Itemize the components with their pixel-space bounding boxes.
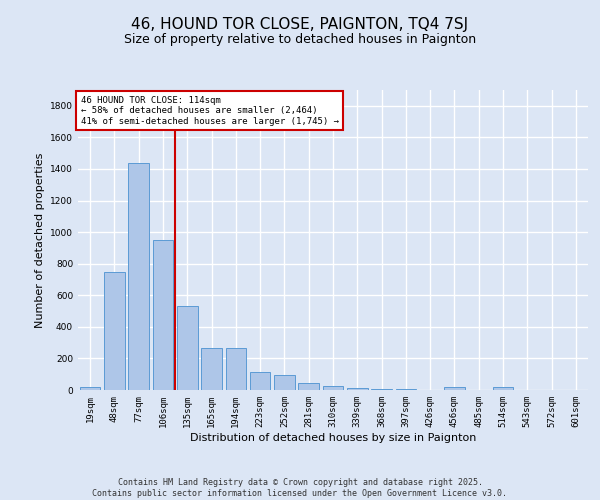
Bar [395,389,416,390]
Text: 46, HOUND TOR CLOSE, PAIGNTON, TQ4 7SJ: 46, HOUND TOR CLOSE, PAIGNTON, TQ4 7SJ [131,18,469,32]
Bar [250,372,271,390]
Bar [201,348,222,390]
Bar [371,389,392,390]
Bar [104,272,125,390]
Bar [226,348,246,390]
Text: Size of property relative to detached houses in Paignton: Size of property relative to detached ho… [124,32,476,46]
Y-axis label: Number of detached properties: Number of detached properties [35,152,44,328]
Bar [80,387,100,390]
Bar [128,162,149,390]
Bar [274,374,295,390]
Bar [493,387,514,390]
Bar [152,240,173,390]
Bar [177,306,197,390]
Text: 46 HOUND TOR CLOSE: 114sqm
← 58% of detached houses are smaller (2,464)
41% of s: 46 HOUND TOR CLOSE: 114sqm ← 58% of deta… [80,96,338,126]
Bar [323,386,343,390]
Bar [347,388,368,390]
X-axis label: Distribution of detached houses by size in Paignton: Distribution of detached houses by size … [190,432,476,442]
Bar [298,382,319,390]
Bar [444,387,465,390]
Text: Contains HM Land Registry data © Crown copyright and database right 2025.
Contai: Contains HM Land Registry data © Crown c… [92,478,508,498]
